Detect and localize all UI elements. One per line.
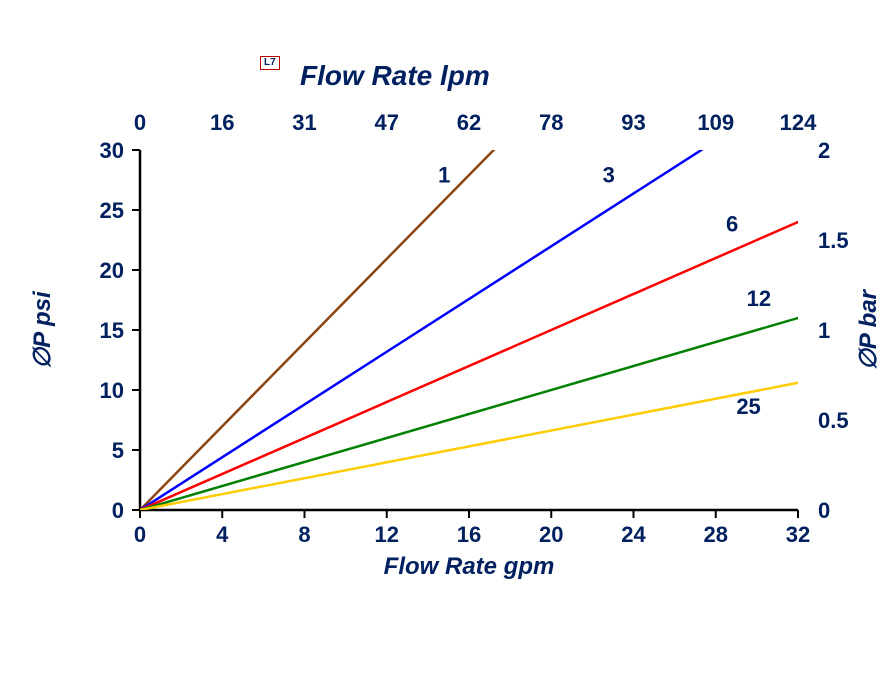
x-bottom-tick-label: 32 <box>786 522 810 547</box>
x-bottom-tick-label: 8 <box>298 522 310 547</box>
series-label-1: 1 <box>438 162 450 187</box>
x-top-tick-label: 0 <box>134 110 146 135</box>
y-right-tick-label: 2 <box>818 138 830 163</box>
series-line-1 <box>140 0 888 510</box>
y-left-tick-label: 20 <box>100 258 124 283</box>
y-right-tick-label: 0.5 <box>818 408 849 433</box>
series-label-12: 12 <box>747 286 771 311</box>
x-top-tick-label: 124 <box>780 110 817 135</box>
y-right-tick-label: 1.5 <box>818 228 849 253</box>
y-right-axis-title: ∅P bar <box>855 288 882 370</box>
x-top-tick-label: 16 <box>210 110 234 135</box>
series-label-3: 3 <box>603 162 615 187</box>
legend-badge: L7 <box>260 56 280 70</box>
x-bottom-tick-label: 4 <box>216 522 229 547</box>
y-left-tick-label: 10 <box>100 378 124 403</box>
x-bottom-tick-label: 0 <box>134 522 146 547</box>
y-left-tick-label: 15 <box>100 318 124 343</box>
y-left-tick-label: 5 <box>112 438 124 463</box>
x-bottom-tick-label: 24 <box>621 522 646 547</box>
chart-container: L7 Flow Rate lpm 05101520253004812162024… <box>0 0 888 676</box>
x-bottom-tick-label: 28 <box>704 522 728 547</box>
series-line-25 <box>140 128 888 510</box>
series-line-3 <box>140 0 888 510</box>
y-left-axis-title: ∅P psi <box>29 290 56 369</box>
x-top-axis-title: Flow Rate lpm <box>300 60 490 92</box>
x-top-tick-label: 93 <box>621 110 645 135</box>
series-line-12 <box>140 0 888 510</box>
x-bottom-tick-label: 12 <box>375 522 399 547</box>
x-bottom-tick-label: 16 <box>457 522 481 547</box>
series-line-6 <box>140 0 888 510</box>
x-top-tick-label: 47 <box>375 110 399 135</box>
series-label-25: 25 <box>736 394 760 419</box>
x-bottom-tick-label: 20 <box>539 522 563 547</box>
y-left-tick-label: 25 <box>100 198 124 223</box>
y-left-tick-label: 0 <box>112 498 124 523</box>
x-top-tick-label: 78 <box>539 110 563 135</box>
y-right-tick-label: 0 <box>818 498 830 523</box>
x-top-tick-label: 31 <box>292 110 316 135</box>
y-right-tick-label: 1 <box>818 318 830 343</box>
y-left-tick-label: 30 <box>100 138 124 163</box>
x-bottom-axis-title: Flow Rate gpm <box>384 553 555 580</box>
x-top-tick-label: 109 <box>697 110 734 135</box>
chart-svg: 0510152025300481216202428320163147627893… <box>0 0 888 676</box>
series-label-6: 6 <box>726 212 738 237</box>
x-top-tick-label: 62 <box>457 110 481 135</box>
